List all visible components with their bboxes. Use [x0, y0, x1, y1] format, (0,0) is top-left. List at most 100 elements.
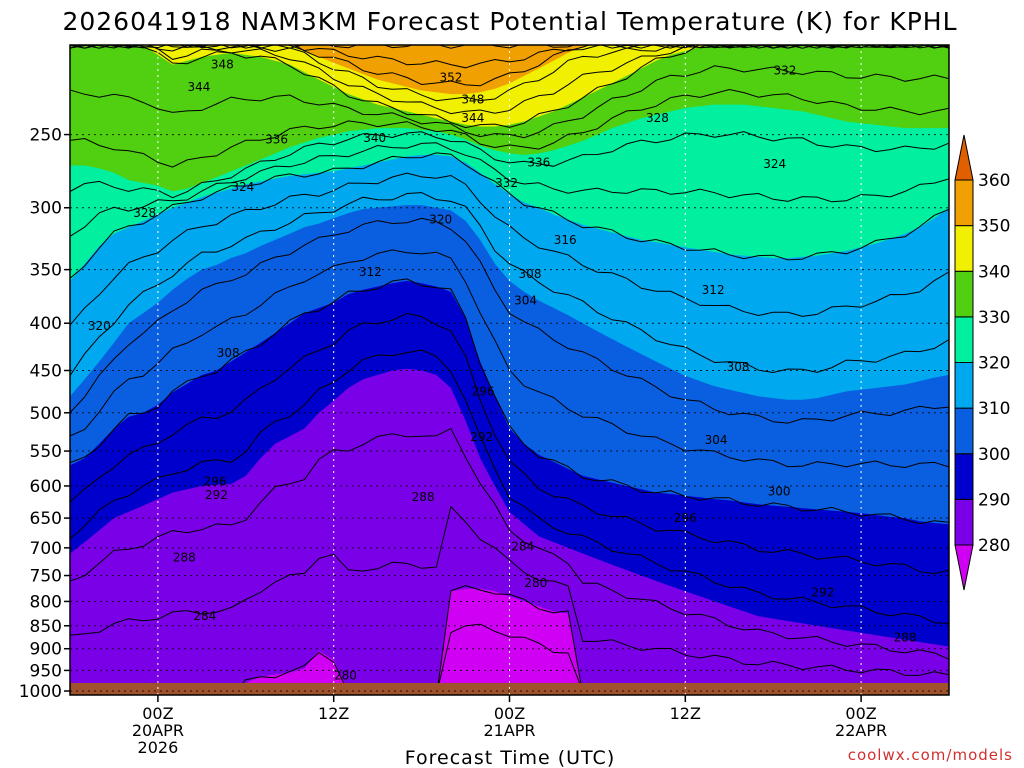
contour-label-312: 312: [359, 265, 382, 279]
contour-labels: 3483443523483443403363363323283323243283…: [88, 58, 917, 683]
y-tick-label: 800: [30, 592, 62, 612]
colorbar-label: 350: [978, 217, 1010, 237]
contour-label-320: 320: [429, 213, 452, 227]
y-tick-label: 550: [30, 442, 62, 462]
contour-332: [70, 88, 949, 168]
contour-label-316: 316: [554, 233, 577, 247]
contour-label-352: 352: [439, 71, 462, 85]
contour-label-284: 284: [193, 609, 216, 623]
contour-292: [70, 349, 949, 624]
colorbar-label: 300: [978, 445, 1010, 465]
contour-label-284: 284: [511, 540, 534, 554]
plot-area: 3483443523483443403363363323283323243283…: [69, 44, 950, 696]
colorbar-bottom-arrow: [954, 544, 974, 591]
colorbar-segment: [954, 407, 974, 455]
contour-label-296: 296: [204, 474, 227, 488]
y-tick-label: 350: [30, 261, 62, 281]
contour-label-324: 324: [763, 157, 786, 171]
band-below-280: [70, 588, 949, 695]
grid-lines: [70, 45, 949, 695]
contour-label-296: 296: [472, 384, 495, 398]
colorbar-label: 320: [978, 354, 1010, 374]
contour-324: [70, 142, 949, 237]
contour-label-308: 308: [519, 267, 542, 281]
y-tick-label: 650: [30, 509, 62, 529]
colorbar-label: 360: [978, 171, 1010, 191]
contour-label-340: 340: [363, 131, 386, 145]
x-axis-label: Forecast Time (UTC): [405, 747, 615, 768]
contour-label-312: 312: [702, 283, 725, 297]
contour-280: [70, 585, 949, 695]
contour-328: [70, 131, 949, 199]
x-tick-label: 12Z: [670, 704, 701, 723]
contour-label-292: 292: [812, 585, 835, 599]
colorbar-label: 310: [978, 399, 1010, 419]
contour-label-328: 328: [133, 206, 156, 220]
contour-352: [82, 45, 927, 87]
colorbar-label: 280: [978, 536, 1010, 556]
contour-label-324: 324: [231, 180, 254, 194]
y-tick-label: 300: [30, 199, 62, 219]
contour-340: [70, 45, 949, 129]
colorbar-segment: [954, 179, 974, 227]
x-tick-label: 2026: [138, 738, 179, 757]
colorbar-segment: [954, 225, 974, 272]
filled-contour-bands: [70, 45, 949, 695]
contour-label-344: 344: [187, 80, 210, 94]
y-tick-label: 850: [30, 617, 62, 637]
colorbar-label: 330: [978, 308, 1010, 328]
colorbar-label: 340: [978, 262, 1010, 282]
credit-text: coolwx.com/models: [848, 746, 1013, 764]
contour-label-304: 304: [514, 294, 537, 308]
x-tick-label: 00Z: [494, 704, 525, 723]
contour-label-336: 336: [265, 132, 288, 146]
contour-label-304: 304: [705, 433, 728, 447]
x-tick-label: 20APR: [132, 721, 184, 740]
y-tick-label: 400: [30, 314, 62, 334]
y-tick-label: 1000: [19, 682, 62, 702]
contour-label-296: 296: [674, 511, 697, 525]
contour-label-288: 288: [412, 490, 435, 504]
contour-label-320: 320: [88, 319, 111, 333]
colorbar: 280 290 300 310 320 330 340 350 360: [954, 134, 1010, 591]
contour-308: [70, 217, 949, 424]
contour-312: [70, 192, 949, 376]
contour-label-292: 292: [205, 488, 228, 502]
x-tick-label: 21APR: [483, 721, 535, 740]
contour-label-288: 288: [173, 550, 196, 564]
contour-label-308: 308: [217, 346, 240, 360]
contour-label-280: 280: [334, 668, 357, 682]
colorbar-segment: [954, 362, 974, 409]
y-tick-label: 450: [30, 361, 62, 381]
contour-label-332: 332: [773, 63, 796, 77]
x-tick-label: 00Z: [142, 704, 173, 723]
y-tick-label: 950: [30, 661, 62, 681]
x-tick-label: 00Z: [845, 704, 876, 723]
y-tick-label: 250: [30, 126, 62, 146]
colorbar-label: 290: [978, 490, 1010, 510]
contour-label-308: 308: [727, 360, 750, 374]
x-tick-label: 22APR: [835, 721, 887, 740]
colorbar-top-arrow: [954, 134, 974, 181]
contour-288: [70, 427, 949, 660]
contour-label-348: 348: [461, 92, 484, 106]
colorbar-segment: [954, 316, 974, 363]
contour-label-300: 300: [768, 484, 791, 498]
contour-label-332: 332: [495, 176, 518, 190]
contour-label-344: 344: [461, 111, 484, 125]
colorbar-segment: [954, 498, 974, 546]
contour-label-288: 288: [894, 630, 917, 644]
colorbar-segment: [954, 270, 974, 318]
y-tick-label: 700: [30, 539, 62, 559]
y-tick-label: 750: [30, 567, 62, 587]
contour-360: [70, 45, 949, 49]
y-tick-label: 500: [30, 404, 62, 424]
y-tick-label: 900: [30, 640, 62, 660]
contour-label-348: 348: [211, 58, 234, 72]
x-tick-label: 12Z: [318, 704, 349, 723]
contour-label-336: 336: [527, 155, 550, 169]
contour-label-292: 292: [470, 430, 493, 444]
chart-title: 2026041918 NAM3KM Forecast Potential Tem…: [62, 7, 957, 36]
